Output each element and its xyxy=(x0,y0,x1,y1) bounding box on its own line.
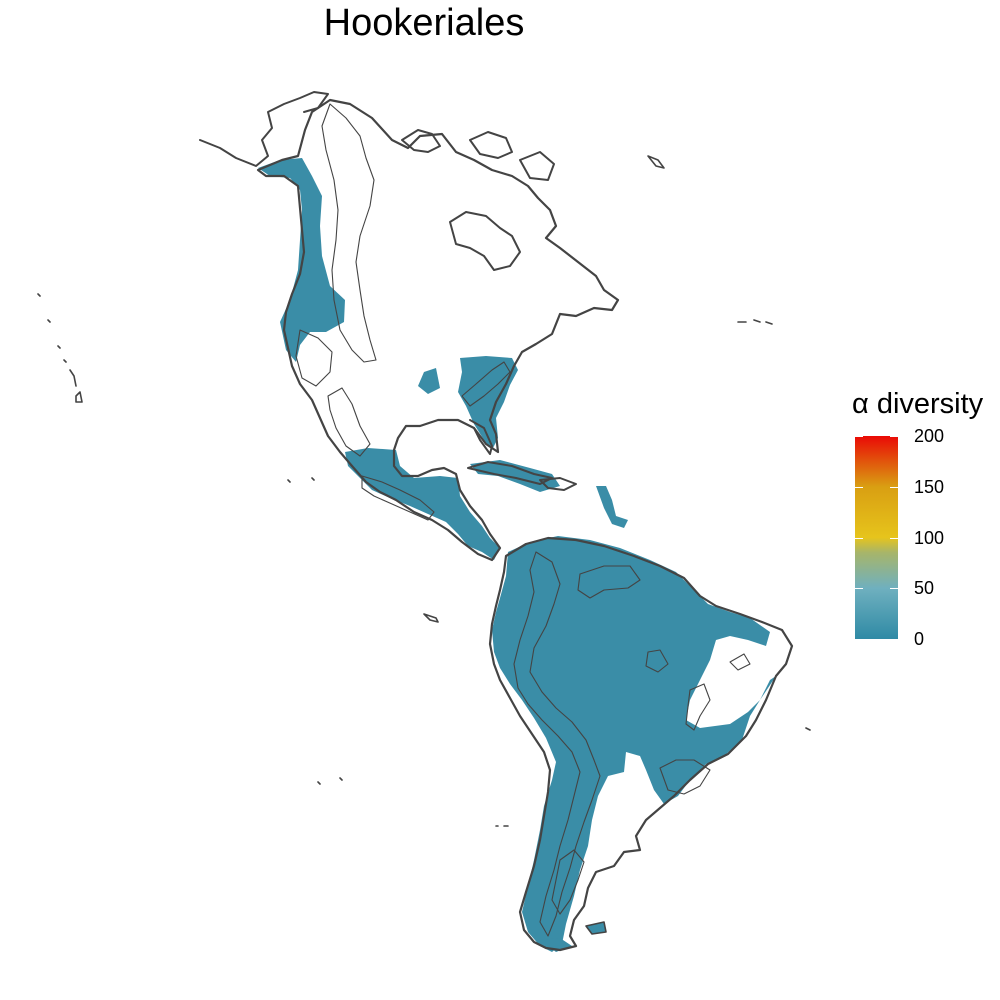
legend-tick-mark xyxy=(855,639,863,640)
outline-greenland-fragment xyxy=(647,155,665,169)
legend: α diversity 200 150 100 50 0 xyxy=(852,388,1000,668)
biome-amazon-basin xyxy=(577,565,641,599)
fill-mexico-central-america xyxy=(345,448,500,560)
legend-tick-label: 200 xyxy=(914,426,945,446)
fill-lesser-antilles xyxy=(596,486,628,528)
biome-andes xyxy=(513,551,601,937)
coastline-arctic-islands xyxy=(401,129,555,181)
legend-tick-mark xyxy=(855,487,863,488)
legend-tick-mark xyxy=(890,538,898,539)
legend-colorbar xyxy=(855,436,898,639)
coastline-south-america xyxy=(488,536,794,952)
legend-tick-mark xyxy=(890,588,898,589)
legend-tick-label: 0 xyxy=(914,629,925,649)
biome-rockies xyxy=(321,103,377,363)
legend-title: α diversity xyxy=(852,388,984,420)
legend-tick-label: 150 xyxy=(914,476,945,497)
biome-sierra-madre xyxy=(327,387,371,457)
fill-south-america xyxy=(492,536,776,952)
biome-great-basin xyxy=(295,329,333,387)
biome-cerrado xyxy=(645,649,751,731)
outline-falklands xyxy=(585,921,607,935)
coastline-hispaniola xyxy=(539,477,577,491)
legend-tick-mark xyxy=(855,588,863,589)
coastline-hudson-bay xyxy=(449,211,521,271)
diversity-fill-layer xyxy=(258,158,776,952)
legend-tick-mark xyxy=(890,436,898,437)
legend-tick-label: 100 xyxy=(914,527,945,548)
coastline-alaska xyxy=(199,91,329,167)
fill-great-lakes-patch xyxy=(418,368,440,394)
biome-atlantic-forest xyxy=(659,759,711,795)
legend-tick-mark xyxy=(855,436,863,437)
legend-tick-mark xyxy=(890,487,898,488)
coastline-florida xyxy=(469,419,493,455)
map-title: Hookeriales xyxy=(323,2,525,44)
coastline-north-america xyxy=(256,98,620,562)
biome-appalachian xyxy=(461,361,511,407)
biome-central-mexico xyxy=(361,475,435,521)
biome-patagonia xyxy=(551,849,585,915)
legend-tick-mark xyxy=(890,639,898,640)
outline-small-islands xyxy=(287,319,811,827)
outline-hawaii xyxy=(37,293,83,403)
legend-tick-label: 50 xyxy=(914,578,935,599)
legend-tick-mark xyxy=(855,538,863,539)
